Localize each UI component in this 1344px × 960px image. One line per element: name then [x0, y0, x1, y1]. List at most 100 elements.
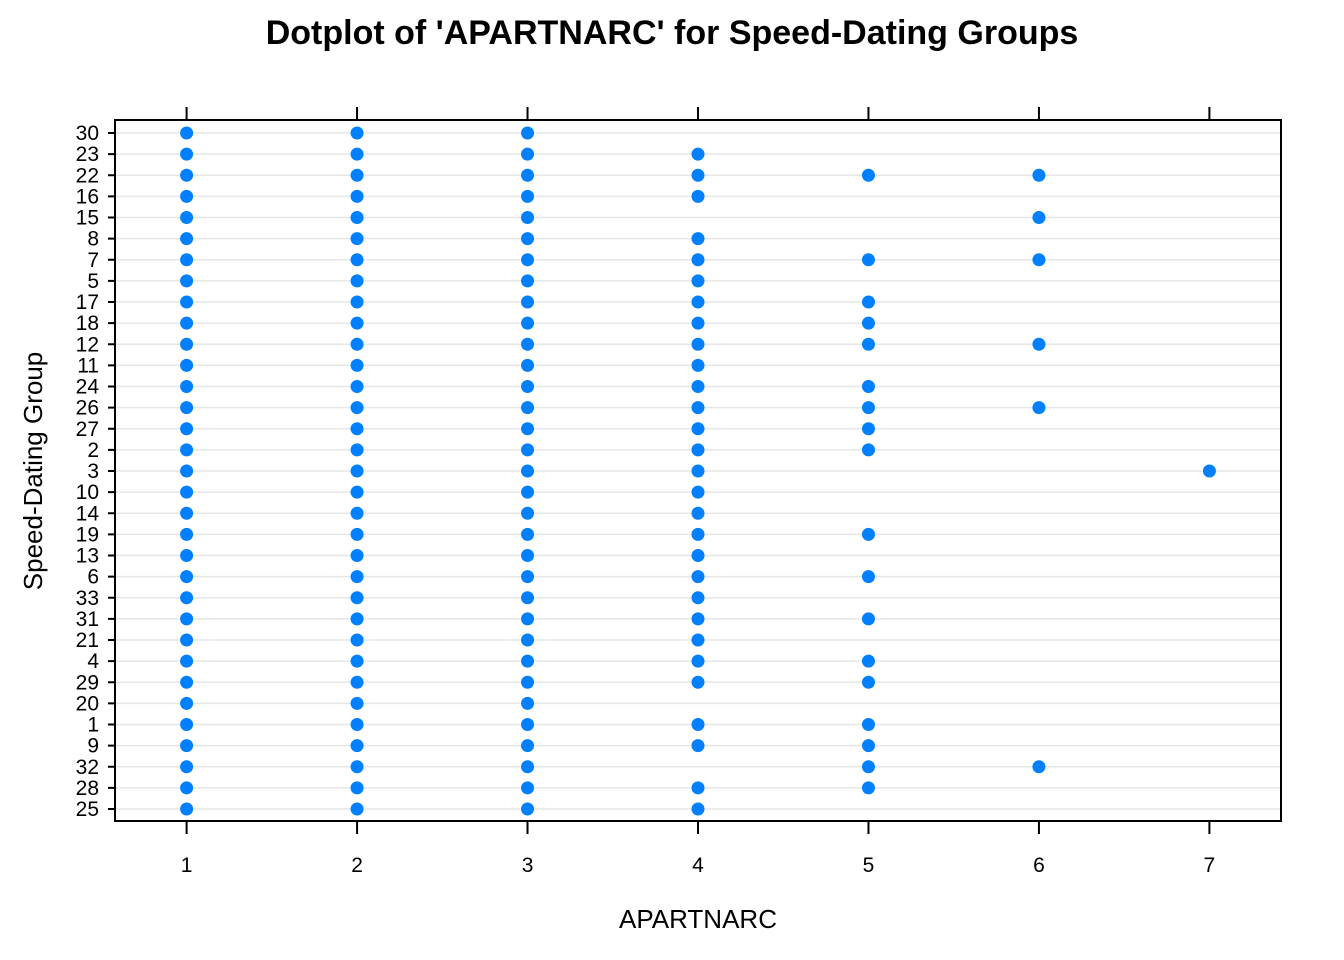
point-group-24-value-2 [350, 380, 364, 393]
point-group-21-value-2 [350, 633, 364, 647]
point-group-31-value-4 [691, 612, 705, 626]
y-tick-label-31: 31 [76, 608, 99, 631]
x-tick-label-4: 4 [692, 854, 704, 877]
point-group-19-value-1 [180, 527, 194, 541]
point-group-33-value-3 [521, 591, 535, 605]
point-group-4-value-2 [350, 654, 364, 668]
y-tick-label-14: 14 [76, 502, 100, 525]
point-group-1-value-4 [691, 718, 705, 731]
point-group-19-value-4 [691, 527, 705, 541]
point-group-2-value-4 [691, 443, 705, 457]
point-group-31-value-5 [861, 612, 875, 626]
y-tick-label-32: 32 [76, 756, 99, 779]
y-tick-label-25: 25 [76, 798, 99, 821]
y-tick-label-10: 10 [76, 481, 99, 504]
y-tick-label-3: 3 [87, 460, 99, 483]
x-tick-label-6: 6 [1033, 854, 1045, 877]
point-group-8-value-1 [180, 232, 194, 246]
point-group-1-value-5 [861, 718, 875, 731]
point-group-23-value-4 [691, 147, 705, 161]
point-group-9-value-1 [180, 739, 194, 753]
point-group-15-value-6 [1032, 211, 1046, 224]
point-group-32-value-6 [1032, 760, 1046, 774]
point-group-15-value-2 [350, 211, 364, 224]
data-points [180, 126, 1216, 816]
point-group-2-value-2 [350, 443, 364, 457]
point-group-3-value-7 [1202, 464, 1216, 478]
y-tick-label-28: 28 [76, 777, 99, 800]
point-group-17-value-2 [350, 295, 364, 309]
point-group-30-value-1 [180, 126, 194, 140]
point-group-23-value-1 [180, 147, 194, 161]
y-tick-label-21: 21 [76, 629, 99, 652]
point-group-19-value-5 [861, 527, 875, 541]
point-group-18-value-5 [861, 316, 875, 330]
point-group-6-value-1 [180, 570, 194, 584]
point-group-26-value-2 [350, 401, 364, 415]
point-group-22-value-4 [691, 168, 705, 182]
point-group-5-value-2 [350, 274, 364, 288]
point-group-5-value-3 [521, 274, 535, 288]
point-group-24-value-3 [521, 380, 535, 393]
point-group-29-value-1 [180, 675, 194, 689]
point-group-7-value-2 [350, 253, 364, 267]
point-group-26-value-3 [521, 401, 535, 415]
point-group-25-value-1 [180, 802, 194, 816]
point-group-12-value-1 [180, 337, 194, 351]
y-tick-label-9: 9 [87, 735, 99, 758]
point-group-29-value-3 [521, 675, 535, 689]
point-group-7-value-3 [521, 253, 535, 267]
point-group-33-value-4 [691, 591, 705, 605]
point-group-1-value-2 [350, 718, 364, 731]
y-tick-label-17: 17 [76, 291, 99, 314]
point-group-8-value-3 [521, 232, 535, 246]
y-tick-label-1: 1 [87, 714, 99, 737]
y-tick-label-6: 6 [87, 566, 99, 589]
point-group-15-value-1 [180, 211, 194, 224]
point-group-4-value-1 [180, 654, 194, 668]
point-group-3-value-4 [691, 464, 705, 478]
point-group-9-value-5 [861, 739, 875, 753]
point-group-10-value-1 [180, 485, 194, 499]
y-tick-label-18: 18 [76, 312, 99, 335]
point-group-31-value-2 [350, 612, 364, 626]
point-group-28-value-5 [861, 781, 875, 795]
point-group-3-value-1 [180, 464, 194, 478]
point-group-13-value-3 [521, 549, 535, 562]
point-group-14-value-4 [691, 506, 705, 520]
point-group-23-value-2 [350, 147, 364, 161]
x-axis-label: APARTNARC [619, 904, 777, 934]
point-group-22-value-1 [180, 168, 194, 182]
y-tick-label-33: 33 [76, 587, 99, 610]
y-tick-label-8: 8 [87, 228, 99, 251]
y-axis-ticks: 3023221615875171812112426272310141913633… [76, 122, 115, 821]
point-group-4-value-4 [691, 654, 705, 668]
point-group-26-value-5 [861, 401, 875, 415]
point-group-10-value-3 [521, 485, 535, 499]
point-group-6-value-3 [521, 570, 535, 584]
point-group-11-value-4 [691, 358, 705, 372]
y-tick-label-19: 19 [76, 523, 99, 546]
point-group-9-value-3 [521, 739, 535, 753]
point-group-11-value-2 [350, 358, 364, 372]
y-tick-label-15: 15 [76, 207, 99, 230]
point-group-26-value-1 [180, 401, 194, 415]
point-group-23-value-3 [521, 147, 535, 161]
point-group-24-value-1 [180, 380, 194, 393]
point-group-7-value-5 [861, 253, 875, 267]
x-tick-label-5: 5 [863, 854, 875, 877]
point-group-10-value-2 [350, 485, 364, 499]
y-tick-label-20: 20 [76, 692, 99, 715]
point-group-12-value-5 [861, 337, 875, 351]
point-group-2-value-5 [861, 443, 875, 457]
y-tick-label-5: 5 [87, 270, 99, 293]
point-group-19-value-3 [521, 527, 535, 541]
point-group-29-value-2 [350, 675, 364, 689]
point-group-7-value-1 [180, 253, 194, 267]
point-group-10-value-4 [691, 485, 705, 499]
point-group-30-value-3 [521, 126, 535, 140]
point-group-21-value-3 [521, 633, 535, 647]
point-group-8-value-2 [350, 232, 364, 246]
point-group-21-value-4 [691, 633, 705, 647]
